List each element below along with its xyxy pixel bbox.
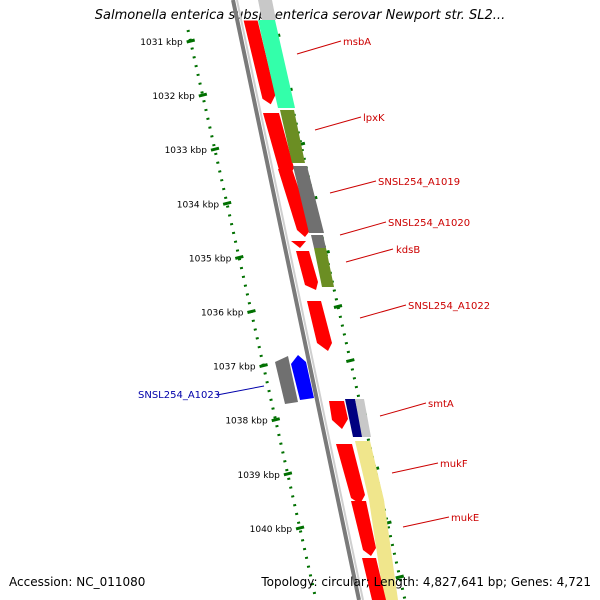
gene-A1022-cds[interactable]	[307, 301, 332, 351]
scale-tick	[210, 146, 220, 152]
gene-bottom-cds[interactable]	[362, 558, 386, 600]
backbone-line-shadow	[236, 0, 364, 600]
gene-kdsB-cds[interactable]	[296, 251, 318, 290]
accession-text: Accession: NC_011080	[9, 575, 146, 589]
gene-msbA-cds[interactable]	[242, 19, 277, 106]
gene-A1020-cds[interactable]	[291, 241, 306, 248]
gene-A1023-cds[interactable]	[291, 355, 314, 400]
outer-tick	[395, 574, 405, 580]
label-A1022[interactable]: SNSL254_A1022	[408, 301, 490, 312]
label-kdsB[interactable]: kdsB	[396, 245, 420, 256]
label-lpxK[interactable]: lpxK	[363, 113, 385, 124]
scale-tick-label: 1033 kbp	[165, 146, 208, 156]
label-smtA[interactable]: smtA	[428, 399, 454, 410]
gene-name-labels: msbA lpxK SNSL254_A1019 SNSL254_A1020 kd…	[138, 37, 490, 524]
scale-tick-label: 1031 kbp	[140, 38, 183, 48]
reverse-strand	[275, 355, 314, 404]
backbone-line	[231, 0, 361, 600]
gene-mukF-cds[interactable]	[336, 444, 365, 504]
gene-A1020-feature[interactable]	[311, 235, 326, 248]
outer-tick	[345, 358, 355, 364]
scale-tick	[198, 92, 208, 98]
scale-tick	[247, 309, 256, 314]
scale-tick-label: 1039 kbp	[237, 471, 280, 481]
scale-tick-label: 1037 kbp	[213, 363, 256, 373]
scale-tick-label: 1034 kbp	[177, 200, 220, 210]
scale-tick	[234, 254, 244, 260]
gene-mukE-feature[interactable]	[369, 500, 398, 600]
label-A1020[interactable]: SNSL254_A1020	[388, 218, 470, 229]
gene-kdsB-feature[interactable]	[314, 248, 334, 287]
gene-lpxK-cds[interactable]	[263, 113, 294, 177]
map-title: Salmonella enterica subsp. enterica sero…	[94, 8, 506, 23]
scale-tick	[283, 471, 293, 477]
gene-msbA-gray	[258, 0, 276, 20]
forward-strand	[242, 0, 398, 600]
gene-mukF-feature[interactable]	[355, 441, 384, 500]
scale-tick-label: 1040 kbp	[250, 525, 293, 535]
outer-tick	[333, 304, 343, 309]
label-mukF[interactable]: mukF	[440, 459, 468, 470]
gene-smtA-feature[interactable]	[345, 399, 363, 437]
scale-tick	[271, 417, 281, 423]
gene-smtA-gray	[355, 399, 371, 437]
scale-tick	[222, 200, 232, 206]
gene-A1019-cds[interactable]	[278, 169, 312, 237]
scale-tick-label: 1038 kbp	[225, 417, 268, 427]
gene-lpxK-feature[interactable]	[280, 110, 305, 163]
scale-ticks: 1031 kbp 1032 kbp 1033 kbp 1034 kbp 1035 kbp…	[140, 38, 305, 535]
label-A1023[interactable]: SNSL254_A1023	[138, 390, 220, 401]
gene-A1023-gray[interactable]	[275, 356, 298, 404]
scale-tick-label: 1035 kbp	[189, 254, 232, 264]
scale-tick	[186, 38, 196, 44]
scale-tick	[295, 525, 305, 531]
scale-tick-label: 1036 kbp	[201, 309, 244, 319]
label-A1019[interactable]: SNSL254_A1019	[378, 177, 460, 188]
gene-smtA-cds[interactable]	[329, 401, 348, 429]
scale-ruler	[186, 29, 318, 600]
scale-tick-label: 1032 kbp	[152, 92, 195, 102]
outer-ruler	[266, 0, 407, 600]
topology-text: Topology: circular; Length: 4,827,641 bp…	[261, 575, 591, 589]
gene-msbA-feature[interactable]	[258, 20, 295, 108]
gene-A1019-feature[interactable]	[293, 166, 324, 233]
label-msbA[interactable]: msbA	[343, 37, 371, 48]
label-leaders	[216, 40, 450, 528]
label-mukE[interactable]: mukE	[451, 513, 479, 524]
gene-mukE-cds[interactable]	[351, 501, 376, 556]
scale-tick	[259, 363, 268, 369]
